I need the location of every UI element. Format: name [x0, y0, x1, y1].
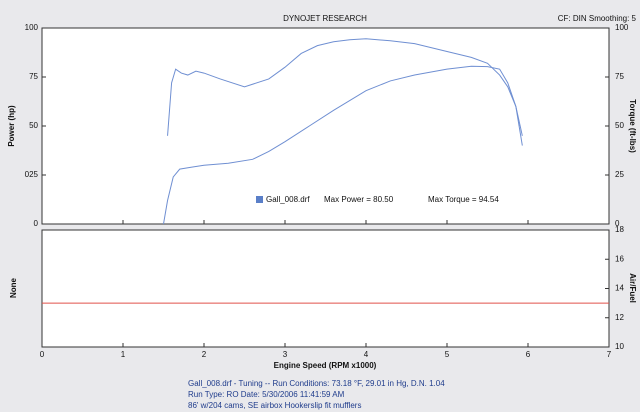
y-tick-label: 0: [615, 219, 620, 228]
y-tick-label: 12: [615, 313, 624, 322]
x-tick-label: 1: [121, 350, 126, 359]
y2-label: Air/Fuel: [628, 273, 637, 303]
x-tick-label: 6: [526, 350, 531, 359]
y-tick-label: 10: [615, 342, 624, 351]
legend-name: Gall_008.drf: [266, 195, 310, 204]
title: DYNOJET RESEARCH: [283, 14, 367, 23]
legend-torque: Max Torque = 94.54: [428, 195, 499, 204]
y-tick-label: 16: [615, 254, 624, 263]
data-line: [167, 38, 523, 136]
x-tick-label: 7: [607, 350, 612, 359]
y-tick-label: 14: [615, 284, 624, 293]
y-label: None: [9, 277, 18, 298]
y-tick-label: 50: [29, 121, 38, 130]
x-tick-label: 5: [445, 350, 450, 359]
x-label: Engine Speed (RPM x1000): [274, 361, 377, 370]
y-tick-label: 50: [615, 121, 624, 130]
y-tick-label: 100: [25, 23, 39, 32]
y-tick-label: 25: [615, 170, 624, 179]
y-tick-label: 18: [615, 225, 624, 234]
y-tick-label: 0: [34, 219, 39, 228]
y-tick-label: 100: [615, 23, 629, 32]
legend-swatch: [256, 196, 263, 203]
y2-label: Torque (ft-lbs): [628, 99, 637, 153]
legend-power: Max Power = 80.50: [324, 195, 394, 204]
x-tick-label: 4: [364, 350, 369, 359]
footer-line: Gall_008.drf - Tuning -- Run Conditions:…: [188, 379, 445, 388]
footer-line: 86' w/204 cams, SE airbox Hookerslip fit…: [188, 401, 361, 410]
x-tick-label: 0: [40, 350, 45, 359]
x-tick-label: 2: [202, 350, 207, 359]
y-tick-label: 75: [615, 72, 624, 81]
data-line: [163, 65, 523, 225]
settings: CF: DIN Smoothing: 5: [558, 14, 637, 23]
top-panel: [41, 27, 610, 225]
y-tick-label: 025: [25, 170, 39, 179]
footer-line: Run Type: RO Date: 5/30/2006 11:41:59 AM: [188, 390, 345, 399]
x-tick-label: 3: [283, 350, 288, 359]
y-label: Power (hp): [7, 105, 16, 147]
bottom-panel: [41, 229, 610, 348]
y-tick-label: 75: [29, 72, 38, 81]
